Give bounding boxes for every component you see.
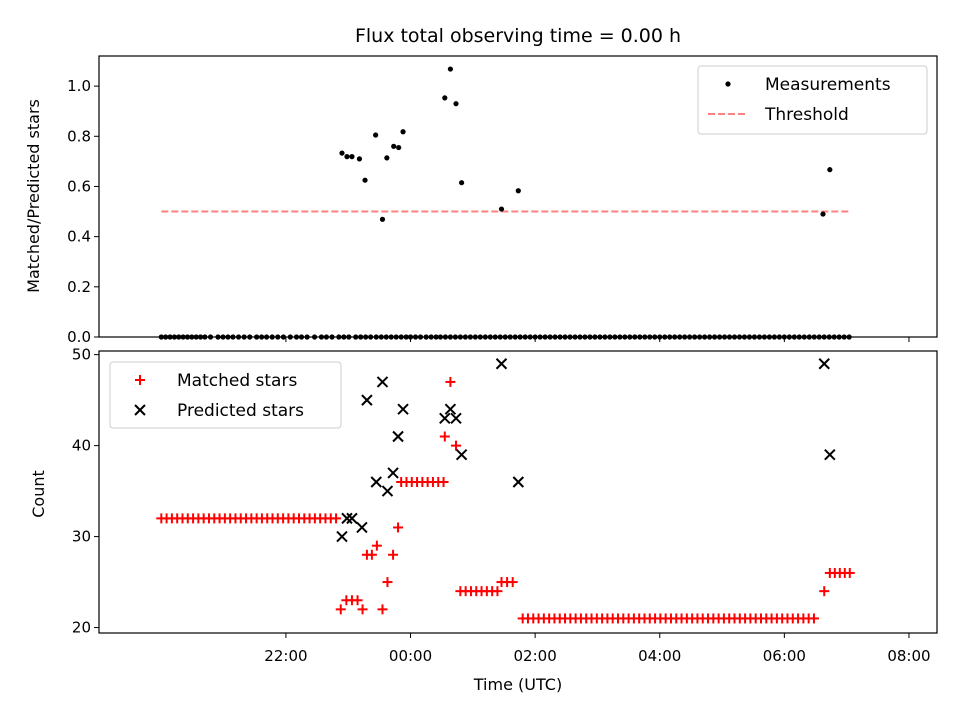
y-tick-label: 0.4 <box>67 228 91 246</box>
predicted-star-marker <box>341 512 353 525</box>
legend-predicted-label: Predicted stars <box>177 401 304 421</box>
measurement-point <box>498 206 505 212</box>
measurement-point <box>349 154 355 160</box>
bottom-legend <box>109 361 342 429</box>
predicted-star-marker <box>361 394 373 406</box>
matched-star-marker <box>382 577 393 588</box>
measurement-point <box>339 150 345 156</box>
matched-star-marker <box>844 567 855 578</box>
matched-star-marker <box>438 476 449 487</box>
measurement-point <box>379 216 386 222</box>
predicted-star-marker <box>346 512 358 525</box>
x-axis-label: Time (UTC) <box>473 675 562 694</box>
predicted-star-marker <box>336 530 348 543</box>
measurement-point <box>827 167 833 173</box>
matched-star-marker <box>492 586 503 597</box>
predicted-star-marker <box>444 403 457 415</box>
measurement-point <box>442 95 448 101</box>
measurement-point <box>400 129 406 135</box>
predicted-star-marker <box>134 404 146 416</box>
bottom-axes-frame <box>98 350 938 634</box>
matched-star-marker <box>377 604 388 615</box>
matched-star-marker <box>439 431 450 442</box>
x-tick-label: 08:00 <box>887 647 930 665</box>
matched-star-marker <box>393 522 404 533</box>
measurement-point <box>344 154 350 160</box>
matched-star-marker <box>366 549 377 560</box>
matched-star-marker <box>135 375 145 385</box>
predicted-star-marker <box>450 412 462 425</box>
chart-title: Flux total observing time = 0.00 h <box>355 25 681 47</box>
predicted-star-marker <box>512 476 525 488</box>
matched-star-marker <box>808 613 819 624</box>
y-tick-label: 1.0 <box>67 77 91 95</box>
matched-star-marker <box>335 604 346 615</box>
matched-star-marker <box>388 549 399 560</box>
matched-star-marker <box>352 595 363 606</box>
top-y-axis-label: Matched/Predicted stars <box>24 99 43 293</box>
predicted-star-marker <box>439 412 451 425</box>
predicted-star-marker <box>356 521 368 534</box>
measurement-point <box>384 155 390 161</box>
predicted-star-marker <box>392 430 404 443</box>
predicted-star-marker <box>818 358 830 370</box>
matched-star-marker <box>451 440 462 451</box>
legend-measurements-label: Measurements <box>765 75 891 95</box>
predicted-star-marker <box>376 376 389 388</box>
x-tick-label: 06:00 <box>763 647 806 665</box>
predicted-star-marker <box>381 485 394 497</box>
y-tick-label: 0.0 <box>67 328 91 346</box>
measurement-point <box>453 101 459 107</box>
x-tick-label: 04:00 <box>638 647 681 665</box>
measurement-point <box>447 66 453 72</box>
measurement-point <box>459 180 465 186</box>
x-tick-label: 02:00 <box>514 647 557 665</box>
measurement-point <box>362 177 368 183</box>
y-tick-label: 20 <box>72 619 91 637</box>
top-plot-area: 0.0 0.2 0.4 0.6 0.8 1.0 Measurements Threshold <box>67 55 938 346</box>
measurement-point <box>515 188 521 194</box>
predicted-star-marker <box>387 467 399 479</box>
y-tick-label: 50 <box>72 346 91 364</box>
predicted-star-marker <box>370 476 382 488</box>
legend-threshold-label: Threshold <box>764 105 849 125</box>
measurement-point <box>396 144 402 151</box>
measurement-point <box>820 211 826 217</box>
legend-matched-label: Matched stars <box>177 371 297 391</box>
matched-star-marker <box>331 513 342 524</box>
legend-measurements-marker <box>725 81 731 87</box>
measurement-point <box>391 143 397 149</box>
measurement-point <box>356 156 363 162</box>
matched-star-marker <box>445 376 456 387</box>
y-tick-label: 0.6 <box>67 177 91 195</box>
matched-star-marker <box>507 577 518 588</box>
predicted-star-marker <box>495 358 508 370</box>
top-axes-frame <box>98 55 938 338</box>
matched-star-marker <box>819 586 830 597</box>
matched-star-marker <box>371 540 382 551</box>
bottom-y-axis-label: Count <box>29 470 48 518</box>
y-tick-label: 0.2 <box>67 278 91 296</box>
predicted-star-marker <box>397 403 409 415</box>
x-tick-label: 00:00 <box>389 647 432 665</box>
y-tick-label: 30 <box>72 528 91 546</box>
top-legend <box>697 65 928 135</box>
bottom-plot-area: 20 30 40 50 22:00 00:00 02:00 04:00 06:00 08:00 Ma… <box>72 346 938 665</box>
predicted-star-marker <box>824 448 836 461</box>
y-tick-label: 0.8 <box>67 127 91 145</box>
measurement-point <box>373 132 379 138</box>
y-tick-label: 40 <box>72 437 91 455</box>
matched-star-marker <box>357 604 368 615</box>
predicted-star-marker <box>455 448 468 461</box>
x-tick-label: 22:00 <box>264 647 307 665</box>
